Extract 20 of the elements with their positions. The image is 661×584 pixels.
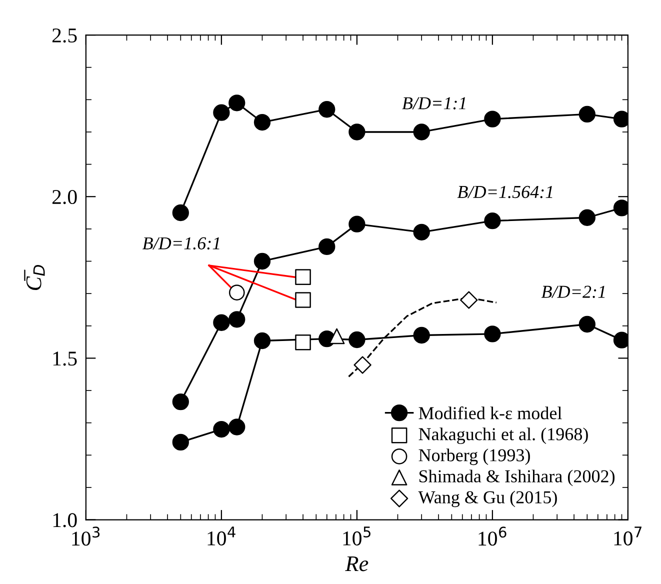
x-tick-label: 10$^{4}$ [208, 526, 236, 546]
x-tick-label: 10$^{3}$ [72, 526, 100, 546]
legend-label: Nakaguchi et al. (1968) [418, 428, 588, 444]
y-tick-label: 2.0 [52, 190, 77, 204]
y-tick-label: 1.5 [53, 352, 77, 366]
x-tick-label: 10$^{5}$ [343, 526, 370, 546]
y-tick-label: 1.0 [53, 513, 77, 528]
legend-label: Wang & Gu (2015) [418, 490, 557, 508]
annotation: B/D=2:1 [541, 286, 605, 298]
legend-label: Modified k-ε model [418, 406, 562, 420]
legend-label: Norberg (1993) [418, 448, 530, 466]
annotation: B/D=1.6:1 [142, 237, 220, 250]
y-axis-title: C̅$_{D}$ [24, 265, 45, 290]
x-tick-label: 10$^{6}$ [478, 526, 506, 546]
x-axis-title: Re [345, 556, 368, 572]
annotation: B/D=1:1 [402, 97, 466, 110]
annotation: B/D=1.564:1 [457, 186, 552, 198]
x-tick-label: 10$^{7}$ [614, 526, 642, 546]
legend-label: Shimada & Ishihara (2002) [419, 470, 615, 486]
y-tick-label: 2.5 [52, 28, 77, 43]
